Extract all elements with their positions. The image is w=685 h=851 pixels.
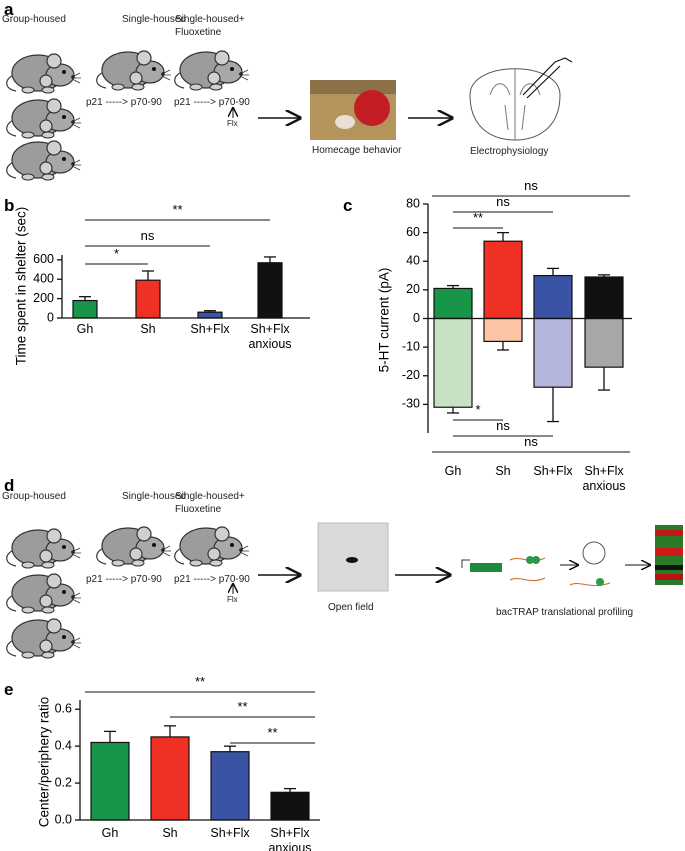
bar	[197, 311, 223, 319]
x-tick-label: Sh	[140, 322, 156, 336]
x-tick-label: Sh+Flx	[190, 322, 230, 336]
significance-label: ns	[141, 228, 155, 243]
bar	[433, 317, 473, 408]
step-label: Open field	[328, 602, 374, 613]
y-tick-label: 0	[413, 311, 420, 325]
significance-label: **	[195, 674, 205, 689]
significance-label: *	[114, 246, 119, 261]
step-label: bacTRAP translational profiling	[496, 607, 634, 618]
bar	[433, 287, 473, 320]
y-tick-label: 600	[33, 252, 54, 266]
y-axis-label: 5-HT current (pA)	[377, 268, 392, 373]
significance-label: **	[473, 210, 483, 225]
y-tick-label: 0	[47, 310, 54, 324]
significance-label: ns	[496, 418, 510, 433]
bar	[210, 751, 250, 821]
x-tick-label: Gh	[101, 826, 119, 840]
group-label: Group-housed	[2, 491, 66, 502]
group-label: Single-housed	[122, 491, 186, 502]
y-tick-label: 0.4	[55, 738, 72, 752]
timeline: p21 -----> p70-90	[86, 574, 162, 585]
y-tick-label: 0.0	[55, 812, 72, 826]
y-tick-label: 0.2	[55, 775, 72, 789]
bar	[270, 791, 310, 821]
bar	[90, 741, 130, 821]
bar	[483, 317, 523, 342]
timeline: p21 -----> p70-90	[174, 574, 250, 585]
significance-label: **	[172, 202, 182, 217]
x-tick-label: Gh	[444, 464, 462, 478]
bar	[72, 299, 98, 319]
y-tick-label: 40	[406, 254, 420, 268]
mice-a	[6, 50, 573, 181]
significance-label: **	[237, 699, 247, 714]
bar	[533, 274, 573, 320]
x-tick-label: Sh+Flx	[210, 826, 250, 840]
x-tick-label: Gh	[76, 322, 94, 336]
panel-label: b	[4, 196, 15, 215]
bar	[150, 736, 190, 821]
y-tick-label: 0.6	[55, 702, 72, 716]
panel-label: e	[4, 680, 14, 699]
panel-label: d	[4, 476, 15, 495]
group-label: Single-housed	[122, 14, 186, 25]
x-tick-label: Sh+Flx	[533, 464, 573, 478]
group-label: Single-housed+ Fluoxetine	[175, 491, 245, 515]
x-tick-label: Sh+Flx anxious	[582, 464, 626, 493]
group-label: Single-housed+ Fluoxetine	[175, 14, 245, 38]
bar	[135, 279, 161, 319]
bar	[584, 317, 624, 368]
significance-label: ns	[524, 178, 538, 193]
y-tick-label: 80	[406, 196, 420, 210]
mice-d	[6, 522, 683, 659]
y-tick-label: 60	[406, 225, 420, 239]
significance-label: ns	[524, 434, 538, 449]
bar	[533, 317, 573, 388]
x-tick-label: Sh+Flx anxious	[268, 826, 312, 851]
treatment: Flx	[227, 119, 238, 128]
y-tick-label: -10	[402, 339, 420, 353]
group-label: Group-housed	[2, 14, 66, 25]
panel-label: a	[4, 0, 14, 19]
y-tick-label: -30	[402, 397, 420, 411]
step-label: Electrophysiology	[470, 146, 549, 157]
bar	[483, 240, 523, 320]
significance-label: *	[475, 402, 480, 417]
x-tick-label: Sh	[495, 464, 511, 478]
x-tick-label: Sh	[162, 826, 178, 840]
bar	[257, 262, 283, 319]
y-axis-label: Time spent in shelter (sec)	[14, 207, 29, 366]
step-label: Homecage behavior	[312, 145, 402, 156]
y-tick-label: 400	[33, 272, 54, 286]
y-axis-label: Center/periphery ratio	[37, 697, 52, 828]
timeline: p21 -----> p70-90	[174, 97, 250, 108]
panel-label: c	[343, 196, 353, 215]
y-tick-label: 200	[33, 291, 54, 305]
bar	[584, 276, 624, 320]
treatment: Flx	[227, 595, 238, 604]
y-tick-label: -20	[402, 368, 420, 382]
y-tick-label: 20	[406, 282, 420, 296]
x-tick-label: Sh+Flx anxious	[248, 322, 292, 351]
timeline: p21 -----> p70-90	[86, 97, 162, 108]
significance-label: ns	[496, 194, 510, 209]
significance-label: **	[267, 725, 277, 740]
